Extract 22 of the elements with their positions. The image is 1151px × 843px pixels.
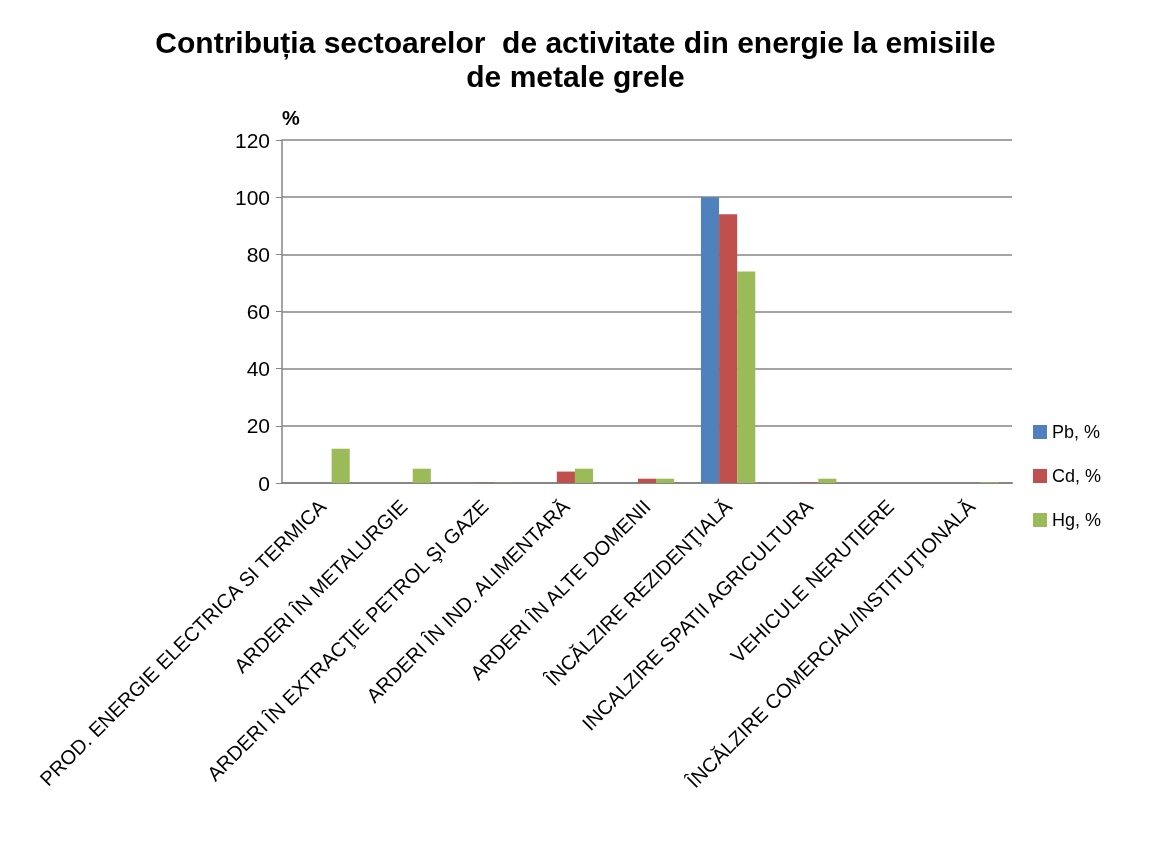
y-tick-label: 120 <box>234 128 270 152</box>
y-tick-label: 100 <box>234 185 270 209</box>
bar <box>737 271 756 483</box>
y-tick-label: 0 <box>258 471 270 495</box>
bar <box>556 471 575 483</box>
bar <box>719 214 738 483</box>
legend-label: Cd, % <box>1051 466 1102 486</box>
bar <box>637 478 657 483</box>
y-tick-label: 60 <box>246 300 270 323</box>
bar <box>700 197 720 483</box>
y-tick-label: 40 <box>246 357 270 381</box>
legend-label: Pb, % <box>1051 422 1101 442</box>
y-axis-title: % <box>282 107 300 129</box>
bar <box>331 448 350 483</box>
chart-title: Contribuția sectoarelor de activitate din energie la emisiile de metale grele <box>154 26 997 94</box>
legend-label: Hg, % <box>1051 510 1102 530</box>
y-tick-label: 20 <box>246 414 270 438</box>
bar <box>818 478 837 483</box>
bar <box>574 468 594 483</box>
bar <box>656 478 675 483</box>
y-tick-label: 80 <box>246 242 270 266</box>
bar <box>412 468 431 483</box>
